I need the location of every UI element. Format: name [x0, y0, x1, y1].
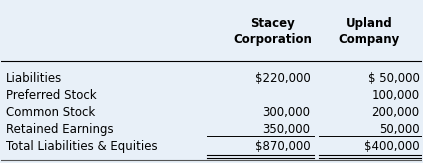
Text: 100,000: 100,000 [371, 89, 420, 102]
Text: 300,000: 300,000 [262, 106, 310, 119]
Text: 50,000: 50,000 [379, 123, 420, 136]
Text: $870,000: $870,000 [255, 140, 310, 153]
Text: Liabilities: Liabilities [5, 72, 62, 85]
Text: Total Liabilities & Equities: Total Liabilities & Equities [5, 140, 157, 153]
Text: $220,000: $220,000 [255, 72, 310, 85]
Text: $ 50,000: $ 50,000 [368, 72, 420, 85]
Text: $400,000: $400,000 [364, 140, 420, 153]
Text: 200,000: 200,000 [371, 106, 420, 119]
Text: Preferred Stock: Preferred Stock [5, 89, 96, 102]
Text: Retained Earnings: Retained Earnings [5, 123, 113, 136]
Text: Common Stock: Common Stock [5, 106, 95, 119]
Text: Stacey
Corporation: Stacey Corporation [233, 17, 312, 46]
Text: 350,000: 350,000 [262, 123, 310, 136]
Text: Upland
Company: Upland Company [338, 17, 400, 46]
